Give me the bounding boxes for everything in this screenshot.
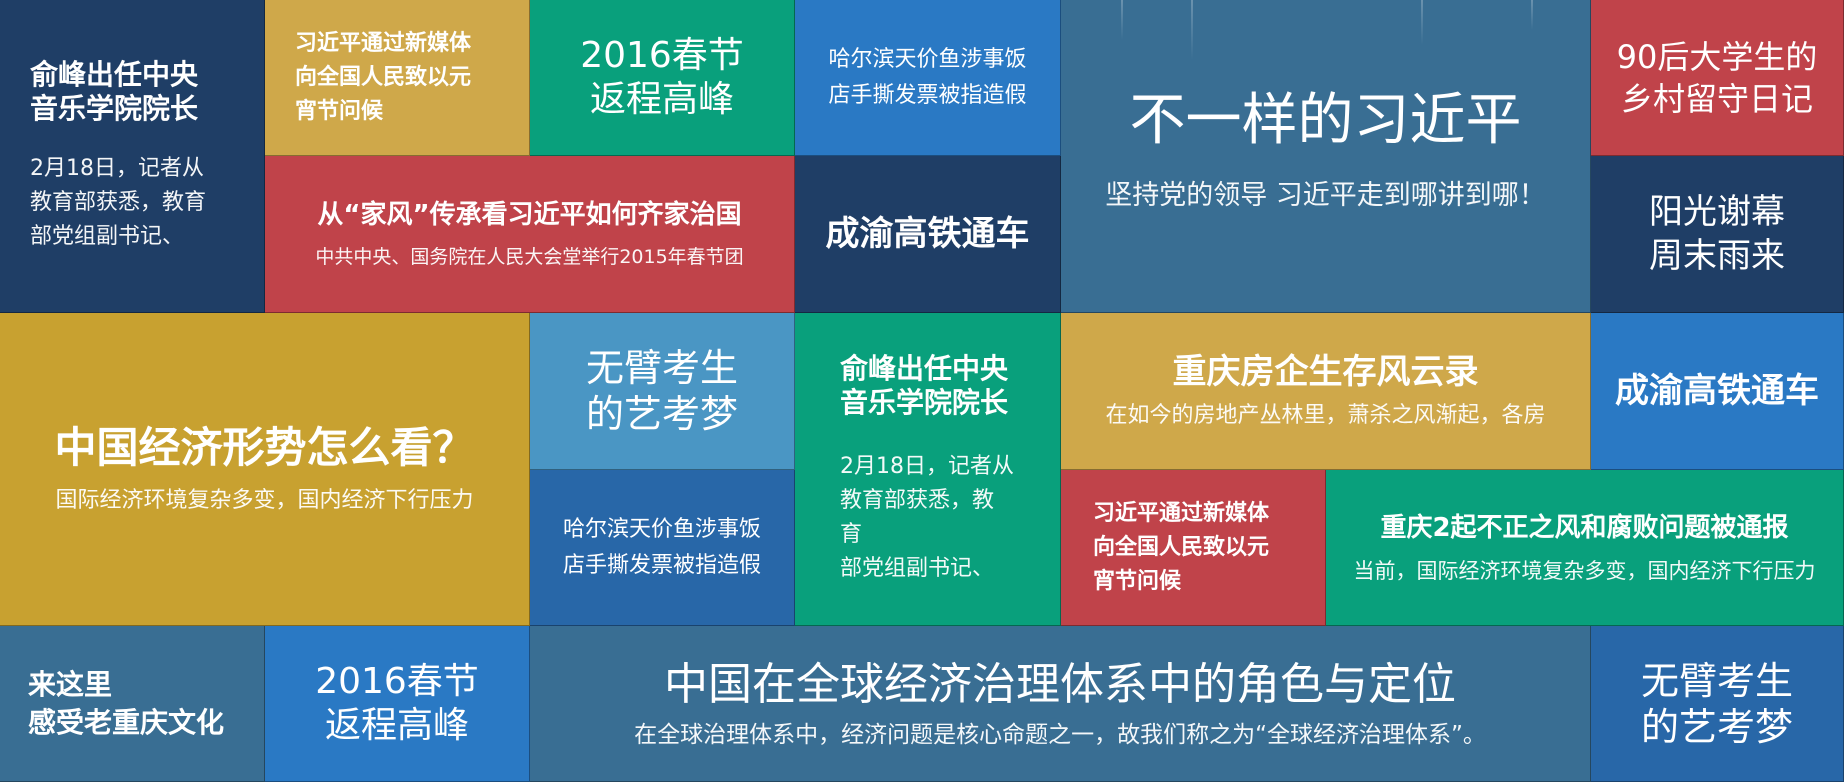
- decor-line: [1191, 0, 1193, 60]
- decor-line: [1531, 0, 1533, 30]
- decor-line: [1421, 0, 1423, 45]
- tile-title: 哈尔滨天价鱼涉事饭 店手撕发票被指造假: [562, 516, 761, 578]
- tile-summary: 2月18日，记者从 教育部获悉，教育 部党组副书记、: [30, 156, 207, 249]
- tile-title: 哈尔滨天价鱼涉事饭 店手撕发票被指造假: [828, 46, 1027, 108]
- tile-title: 成渝高铁通车: [825, 214, 1030, 254]
- tile-title: 90后大学生的 乡村留守日记: [1616, 37, 1818, 118]
- news-tile-chengyu-railway-2[interactable]: 成渝高铁通车: [1591, 313, 1844, 470]
- news-tile-spring-return-peak[interactable]: 2016春节 返程高峰: [530, 0, 795, 156]
- news-tile-yufeng[interactable]: 俞峰出任中央 音乐学院院长 2月18日，记者从 教育部获悉，教育 部党组副书记、: [0, 0, 265, 313]
- tile-title: 俞峰出任中央 音乐学院院长: [30, 58, 199, 125]
- tile-title: 2016春节 返程高峰: [315, 660, 479, 746]
- tile-title: 不一样的习近平: [1129, 88, 1522, 153]
- tile-title: 无臂考生 的艺考梦: [585, 346, 738, 436]
- tile-title: 中国在全球经济治理体系中的角色与定位: [664, 658, 1456, 710]
- tile-title: 重庆房企生存风云录: [1172, 352, 1479, 392]
- tile-title: 俞峰出任中央 音乐学院院长: [840, 352, 1009, 419]
- tile-summary: 在如今的房地产丛林里，萧杀之风渐起，各房: [1105, 403, 1546, 428]
- tile-summary: 2月18日，记者从 教育部获悉，教育 部党组副书记、: [840, 454, 1014, 581]
- tile-title: 无臂考生 的艺考梦: [1640, 658, 1793, 749]
- tile-title: 2016春节 返程高峰: [580, 34, 744, 120]
- news-tile-different-xi[interactable]: 不一样的习近平 坚持党的领导 习近平走到哪讲到哪！: [1061, 0, 1591, 313]
- news-tile-xi-lantern-greeting-2[interactable]: 习近平通过新媒体 向全国人民致以元 宵节问候: [1061, 470, 1326, 626]
- tile-title: 阳光谢幕 周末雨来: [1649, 192, 1785, 276]
- tile-summary: 国际经济环境复杂多变，国内经济下行压力: [55, 488, 474, 513]
- news-tile-armless-student[interactable]: 无臂考生 的艺考梦: [530, 313, 795, 470]
- tile-summary: 坚持党的领导 习近平走到哪讲到哪！: [1105, 180, 1546, 211]
- tile-summary: 中共中央、国务院在人民大会堂举行2015年春节团: [315, 246, 744, 268]
- news-tile-global-governance[interactable]: 中国在全球经济治理体系中的角色与定位 在全球治理体系中，经济问题是核心命题之一，…: [530, 626, 1591, 782]
- news-tile-harbin-fish[interactable]: 哈尔滨天价鱼涉事饭 店手撕发票被指造假: [795, 0, 1061, 156]
- news-tile-china-economy[interactable]: 中国经济形势怎么看？ 国际经济环境复杂多变，国内经济下行压力: [0, 313, 530, 626]
- decor-line: [1121, 0, 1123, 40]
- tile-title: 习近平通过新媒体 向全国人民致以元 宵节问候: [1093, 500, 1270, 594]
- tile-title: 来这里 感受老重庆文化: [28, 667, 225, 739]
- tile-summary: 当前，国际经济环境复杂多变，国内经济下行压力: [1353, 558, 1816, 583]
- tile-summary: 在全球治理体系中，经济问题是核心命题之一，故我们称之为“全球经济治理体系”。: [634, 721, 1486, 748]
- news-tile-harbin-fish-2[interactable]: 哈尔滨天价鱼涉事饭 店手撕发票被指造假: [530, 470, 795, 626]
- news-tile-weather[interactable]: 阳光谢幕 周末雨来: [1591, 156, 1844, 313]
- news-tile-yufeng-2[interactable]: 俞峰出任中央 音乐学院院长 2月18日，记者从 教育部获悉，教育 部党组副书记、: [795, 313, 1061, 626]
- tile-title: 中国经济形势怎么看？: [54, 423, 475, 472]
- news-tile-90s-student-diary[interactable]: 90后大学生的 乡村留守日记: [1591, 0, 1844, 156]
- news-tile-armless-student-2[interactable]: 无臂考生 的艺考梦: [1591, 626, 1844, 782]
- news-tile-old-chongqing[interactable]: 来这里 感受老重庆文化: [0, 626, 265, 782]
- news-tile-spring-return-peak-2[interactable]: 2016春节 返程高峰: [265, 626, 530, 782]
- news-tile-chongqing-realestate[interactable]: 重庆房企生存风云录 在如今的房地产丛林里，萧杀之风渐起，各房: [1061, 313, 1591, 470]
- news-tile-family-tradition[interactable]: 从“家风”传承看习近平如何齐家治国 中共中央、国务院在人民大会堂举行2015年春…: [265, 156, 795, 313]
- news-tile-chongqing-corruption[interactable]: 重庆2起不正之风和腐败问题被通报 当前，国际经济环境复杂多变，国内经济下行压力: [1326, 470, 1844, 626]
- news-tile-xi-lantern-greeting[interactable]: 习近平通过新媒体 向全国人民致以元 宵节问候: [265, 0, 530, 156]
- tile-title: 从“家风”传承看习近平如何齐家治国: [317, 200, 742, 230]
- news-tile-chengyu-railway[interactable]: 成渝高铁通车: [795, 156, 1061, 313]
- tile-title: 成渝高铁通车: [1615, 371, 1819, 411]
- tile-title: 习近平通过新媒体 向全国人民致以元 宵节问候: [295, 30, 472, 124]
- tile-title: 重庆2起不正之风和腐败问题被通报: [1380, 512, 1789, 543]
